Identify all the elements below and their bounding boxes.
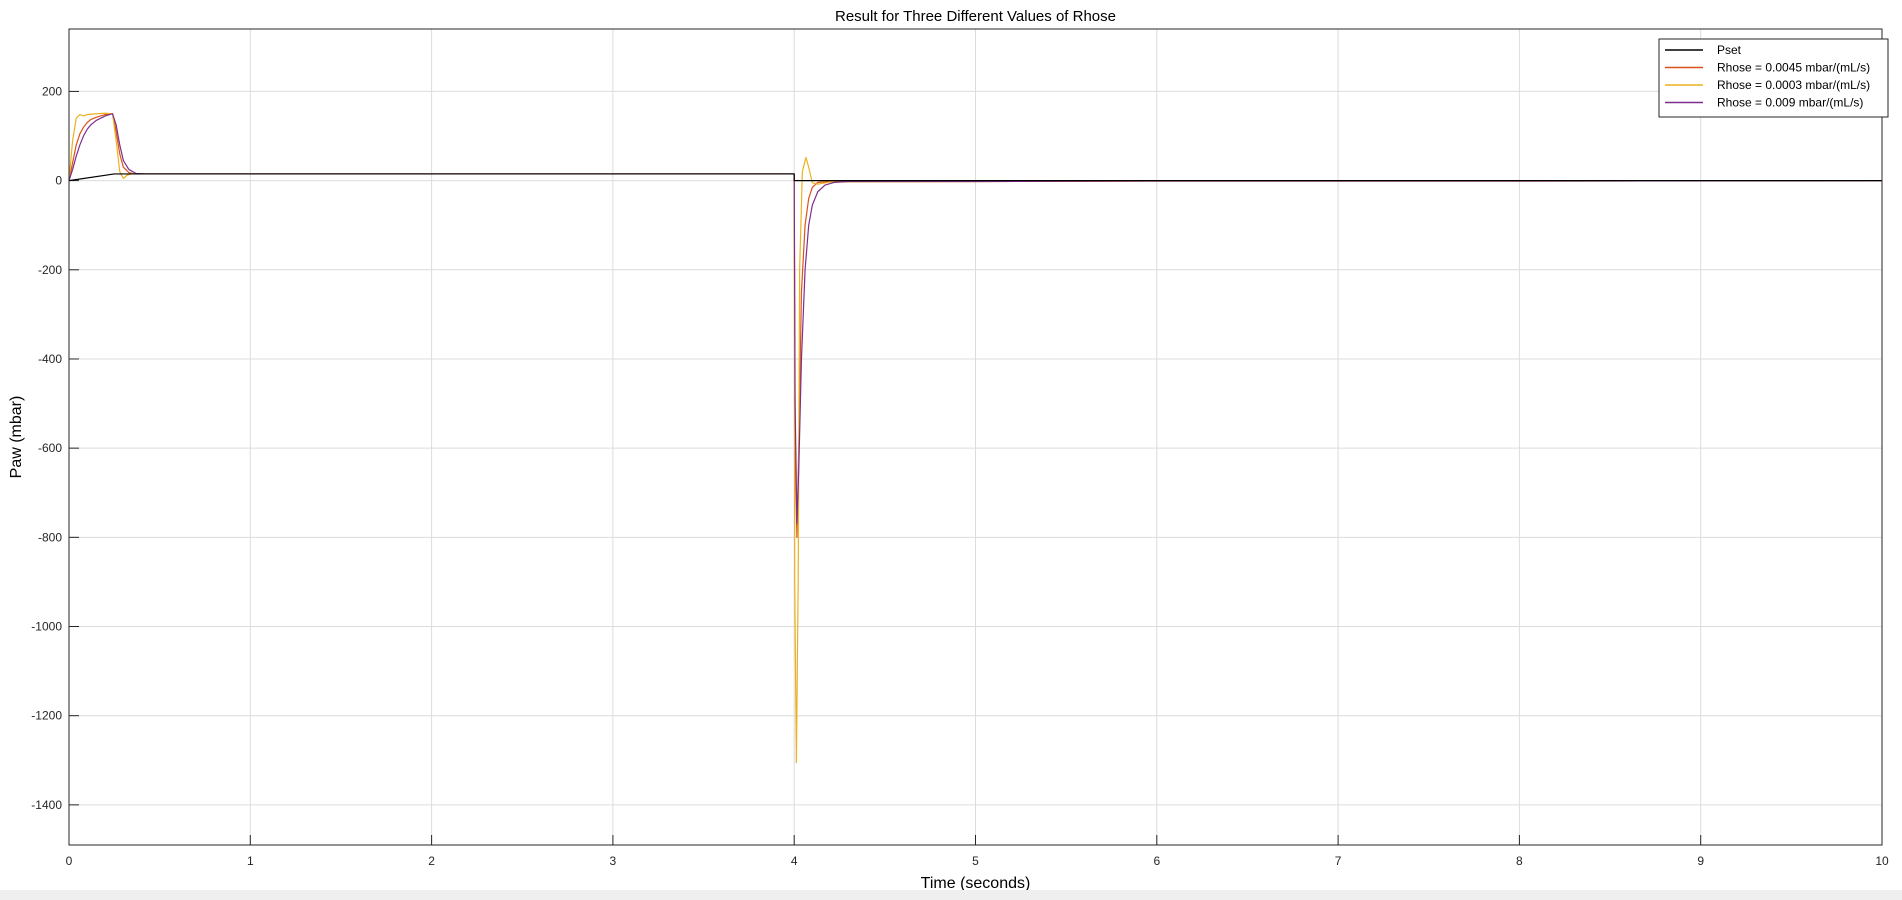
x-tick-label: 3: [610, 854, 617, 868]
y-tick-label: -200: [38, 263, 62, 277]
series-line-0: [68, 173, 1882, 182]
x-tick-label: 7: [1335, 854, 1342, 868]
x-tick-label: 1: [247, 854, 254, 868]
x-tick-label: 10: [1875, 854, 1889, 868]
legend-box: [1658, 38, 1889, 118]
y-tick-label: -1200: [31, 709, 62, 723]
y-tick-label: -400: [38, 352, 62, 366]
legend-label-3: Rhose = 0.009 mbar/(mL/s): [1717, 96, 1863, 110]
y-tick-label: 0: [55, 174, 62, 188]
y-axis-label: Paw (mbar): [8, 396, 25, 479]
series-layer: [68, 112, 1883, 764]
x-tick-label: 2: [428, 854, 435, 868]
legend-label-1: Rhose = 0.0045 mbar/(mL/s): [1717, 61, 1870, 75]
legend[interactable]: Pset Rhose = 0.0045 mbar/(mL/s) Rhose = 0.…: [1658, 38, 1889, 118]
x-tick-label: 0: [66, 854, 73, 868]
tick-layer: 0 1 2 3 4 5 6 7 8 9 10 200 0 -200 -400 -600 -800 -1000 -12…: [31, 84, 1889, 868]
chart-title: Result for Three Different Values of Rho…: [835, 8, 1116, 25]
y-tick-label: -800: [38, 530, 62, 544]
legend-label-2: Rhose = 0.0003 mbar/(mL/s): [1717, 78, 1870, 92]
y-tick-label: -600: [38, 441, 62, 455]
grid-layer: [69, 29, 1882, 845]
window-bottom-edge: [0, 890, 1902, 900]
y-tick-label: 200: [42, 84, 62, 98]
y-tick-label: -1000: [31, 620, 62, 634]
x-tick-label: 4: [791, 854, 798, 868]
y-tick-label: -1400: [31, 798, 62, 812]
x-tick-label: 9: [1697, 854, 1704, 868]
x-axis-label: Time (seconds): [921, 875, 1031, 890]
x-tick-label: 8: [1516, 854, 1523, 868]
legend-label-0: Pset: [1717, 43, 1742, 57]
axes-box: [68, 28, 1883, 846]
x-tick-label: 6: [1153, 854, 1160, 868]
x-tick-label: 5: [972, 854, 979, 868]
